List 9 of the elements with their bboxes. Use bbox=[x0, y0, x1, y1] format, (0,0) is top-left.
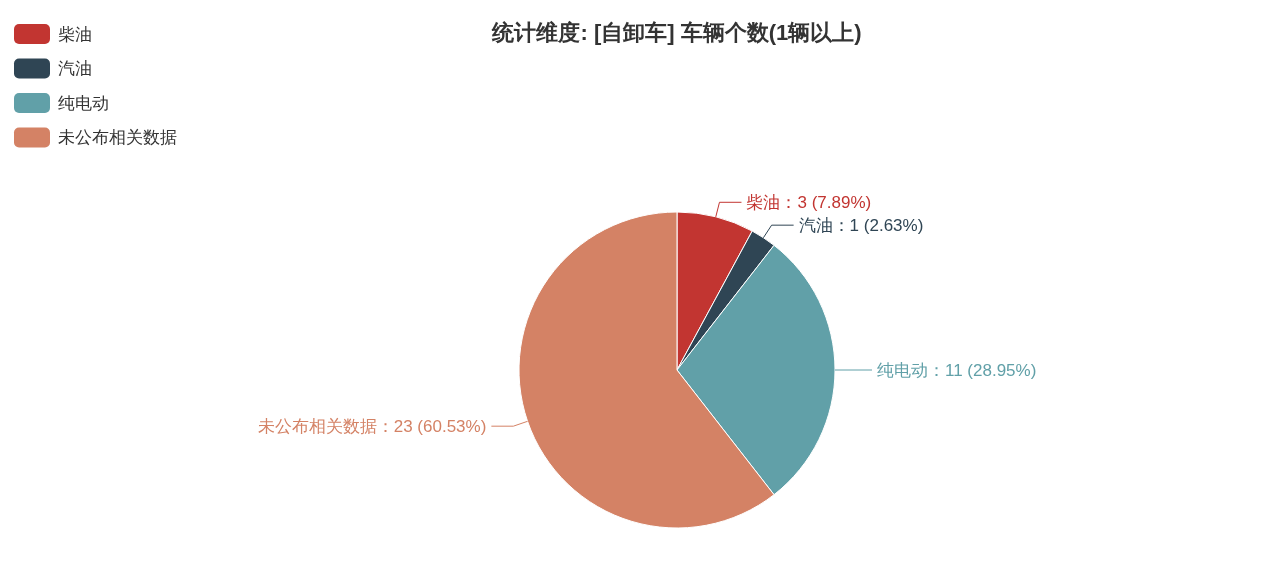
legend-label: 纯电动 bbox=[58, 93, 109, 113]
data-label: 汽油：1 (2.63%) bbox=[798, 216, 924, 236]
data-label: 纯电动：11 (28.95%) bbox=[877, 360, 1037, 380]
chart-title: 统计维度: [自卸车] 车辆个数(1辆以上) bbox=[491, 20, 862, 45]
legend-label: 汽油 bbox=[58, 59, 92, 79]
data-label: 未公布相关数据：23 (60.53%) bbox=[257, 417, 487, 437]
legend-label: 未公布相关数据 bbox=[58, 128, 177, 148]
legend-label: 柴油 bbox=[58, 24, 92, 44]
data-label: 柴油：3 (7.89%) bbox=[746, 193, 872, 213]
